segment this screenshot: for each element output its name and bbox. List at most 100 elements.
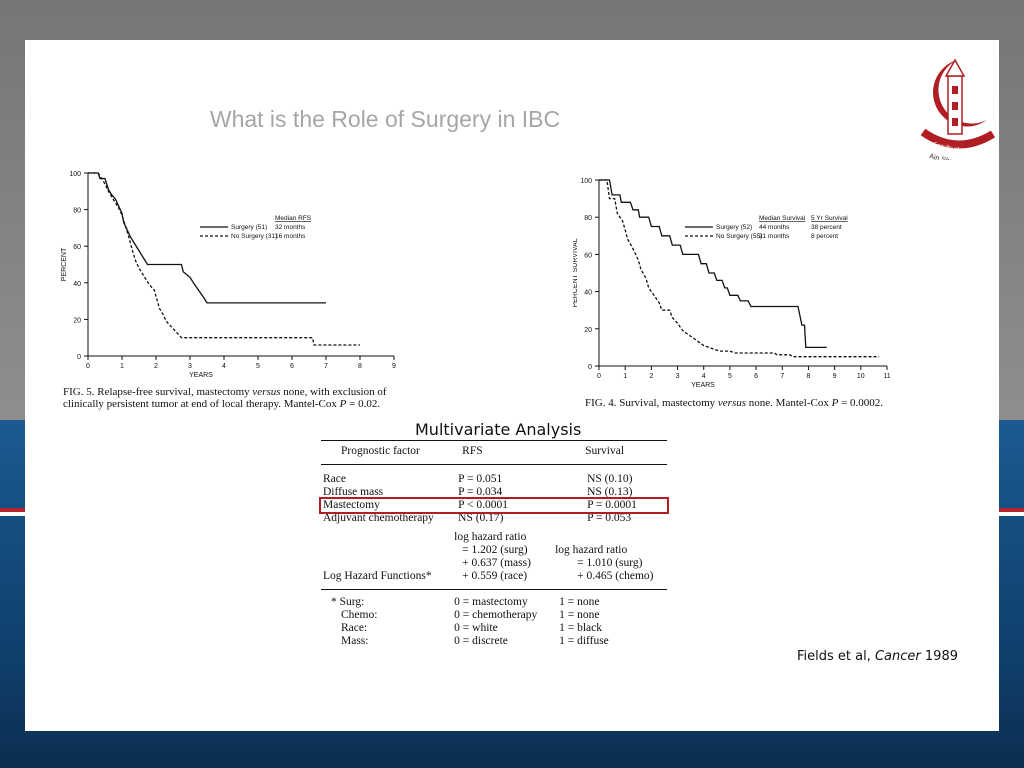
x-tick-label: 4 xyxy=(222,363,226,370)
table-row: Race P = 0.051 NS (0.10) xyxy=(321,473,667,486)
survival-cell: P = 0.053 xyxy=(587,512,632,524)
y-tick-label: 80 xyxy=(584,215,592,222)
y-tick-label: 60 xyxy=(73,244,81,251)
caption-text: Survival, mastectomy xyxy=(616,397,718,409)
y-tick-label: 60 xyxy=(584,252,592,259)
multivariate-table: Prognostic factor RFS Survival Race P = … xyxy=(319,440,669,648)
chart-relapse-free-survival: 0 20 40 60 80 100 0 1 2 3 4 5 6 7 8 9 YEARS PERCENT Median… xyxy=(61,171,396,379)
hazard-line: log hazard ratio xyxy=(454,531,527,543)
column-header: Prognostic factor xyxy=(341,445,420,457)
citation: Fields et al, Cancer 1989 xyxy=(797,649,958,664)
y-axis-label: PERCENT SURVIVAL xyxy=(573,238,579,307)
x-tick-label: 0 xyxy=(597,373,601,380)
x-axis-label: YEARS xyxy=(189,372,213,379)
x-tick-label: 10 xyxy=(857,373,865,380)
footnote-var: Chemo: xyxy=(341,609,378,621)
tower-roof xyxy=(944,58,966,77)
x-tick-label: 9 xyxy=(833,373,837,380)
legend-value: 21 months xyxy=(759,233,790,240)
footnote-row: Race: 0 = white 1 = black xyxy=(321,622,667,635)
footnote-one: 1 = none xyxy=(559,596,600,608)
hazard-line: log hazard ratio xyxy=(555,544,628,556)
survival-cell: NS (0.13) xyxy=(587,486,633,498)
x-tick-label: 6 xyxy=(290,363,294,370)
slide-title: What is the Role of Surgery in IBC xyxy=(209,106,561,132)
x-tick-label: 0 xyxy=(86,363,90,370)
citation-year: 1989 xyxy=(920,649,958,664)
footnote-one: 1 = diffuse xyxy=(559,635,609,647)
x-tick-label: 3 xyxy=(188,363,192,370)
legend-value: 32 months xyxy=(275,224,306,231)
legend-header: 5 Yr Survival xyxy=(811,215,848,222)
table-header-row: Prognostic factor RFS Survival xyxy=(321,445,667,458)
x-tick-label: 6 xyxy=(754,373,758,380)
caption-fig-label: FIG. 4. xyxy=(585,397,617,409)
x-tick-label: 3 xyxy=(676,373,680,380)
x-tick-label: 7 xyxy=(324,363,328,370)
series-line xyxy=(599,179,827,349)
y-tick-label: 20 xyxy=(584,327,592,334)
x-tick-label: 2 xyxy=(649,373,653,380)
hazard-survival-cell: log hazard ratio = 1.010 (surg) + 0.465 … xyxy=(549,531,667,583)
footnote-row: Mass: 0 = discrete 1 = diffuse xyxy=(321,635,667,648)
caption-value: = 0.02. xyxy=(346,398,381,410)
x-tick-label: 8 xyxy=(807,373,811,380)
legend-series-name: No Surgery (55) xyxy=(716,233,762,240)
caption-emphasis: versus xyxy=(717,397,747,409)
series-line xyxy=(88,172,360,346)
x-tick-label: 8 xyxy=(358,363,362,370)
y-tick-label: 40 xyxy=(73,281,81,288)
figure-caption-left: FIG. 5. Relapse-free survival, mastectom… xyxy=(63,386,409,410)
caption-text: none, with exclusion of clinically persi… xyxy=(63,386,387,410)
legend-header: Median RFS xyxy=(275,215,312,222)
legend-series-name: No Surgery (31) xyxy=(231,233,277,240)
y-tick-label: 100 xyxy=(69,171,81,178)
table-row-highlighted: Mastectomy P < 0.0001 P = 0.0001 xyxy=(319,497,669,514)
hazard-line: + 0.637 (mass) xyxy=(462,557,531,569)
logo-ribbon xyxy=(920,128,996,149)
footnote-var: * Surg: xyxy=(331,596,365,608)
y-tick-label: 40 xyxy=(584,290,592,297)
legend-value: 16 months xyxy=(275,233,306,240)
table-row: Diffuse mass P = 0.034 NS (0.13) xyxy=(321,486,667,499)
footnote-one: 1 = none xyxy=(559,609,600,621)
chart-overall-survival: 0 20 40 60 80 100 0 1 2 3 4 5 6 7 8 9 10 11 YEARS PERCENT S… xyxy=(573,178,891,389)
survival-cell: NS (0.10) xyxy=(587,473,633,485)
rfs-cell: NS (0.17) xyxy=(458,512,504,524)
rfs-cell: P < 0.0001 xyxy=(458,499,508,511)
caption-fig-label: FIG. 5. xyxy=(63,386,95,398)
hazard-rfs-cell: log hazard ratio = 1.202 (surg) + 0.637 … xyxy=(448,531,549,583)
y-tick-label: 0 xyxy=(588,364,592,371)
university-logo: Faculty of Medicine Ain Shams University xyxy=(920,58,996,160)
footnote-var: Mass: xyxy=(341,635,369,647)
column-header: RFS xyxy=(462,445,483,457)
x-tick-label: 11 xyxy=(883,373,890,380)
rfs-cell: P = 0.051 xyxy=(458,473,503,485)
citation-journal: Cancer xyxy=(874,649,921,664)
hazard-line: + 0.465 (chemo) xyxy=(577,570,654,582)
hazard-line: + 0.559 (race) xyxy=(462,570,528,582)
x-axis-label: YEARS xyxy=(691,382,715,389)
table-row: Adjuvant chemotherapy NS (0.17) P = 0.05… xyxy=(321,512,667,525)
factor-cell: Diffuse mass xyxy=(323,486,384,498)
hazard-line: = 1.010 (surg) xyxy=(577,557,643,569)
caption-emphasis: versus xyxy=(252,386,281,398)
y-tick-label: 20 xyxy=(73,317,81,324)
series-line xyxy=(599,179,880,358)
hazard-label: Log Hazard Functions* xyxy=(323,570,432,582)
legend-value: 38 percent xyxy=(811,224,842,231)
legend-series-name: Surgery (52) xyxy=(716,224,752,231)
x-tick-label: 5 xyxy=(728,373,732,380)
footnote-zero: 0 = mastectomy xyxy=(454,596,528,608)
caption-text: none. Mantel-Cox xyxy=(746,397,832,409)
x-tick-label: 1 xyxy=(623,373,627,380)
slide: What is the Role of Surgery in IBC Facul… xyxy=(25,40,999,731)
footnote-zero: 0 = chemotherapy xyxy=(454,609,538,621)
footnote-var: Race: xyxy=(341,622,368,634)
x-tick-label: 1 xyxy=(120,363,124,370)
legend-header: Median Survival xyxy=(759,215,806,222)
x-tick-label: 2 xyxy=(154,363,158,370)
y-tick-label: 0 xyxy=(77,354,81,361)
y-tick-label: 80 xyxy=(73,208,81,215)
caption-p: P xyxy=(339,398,347,410)
